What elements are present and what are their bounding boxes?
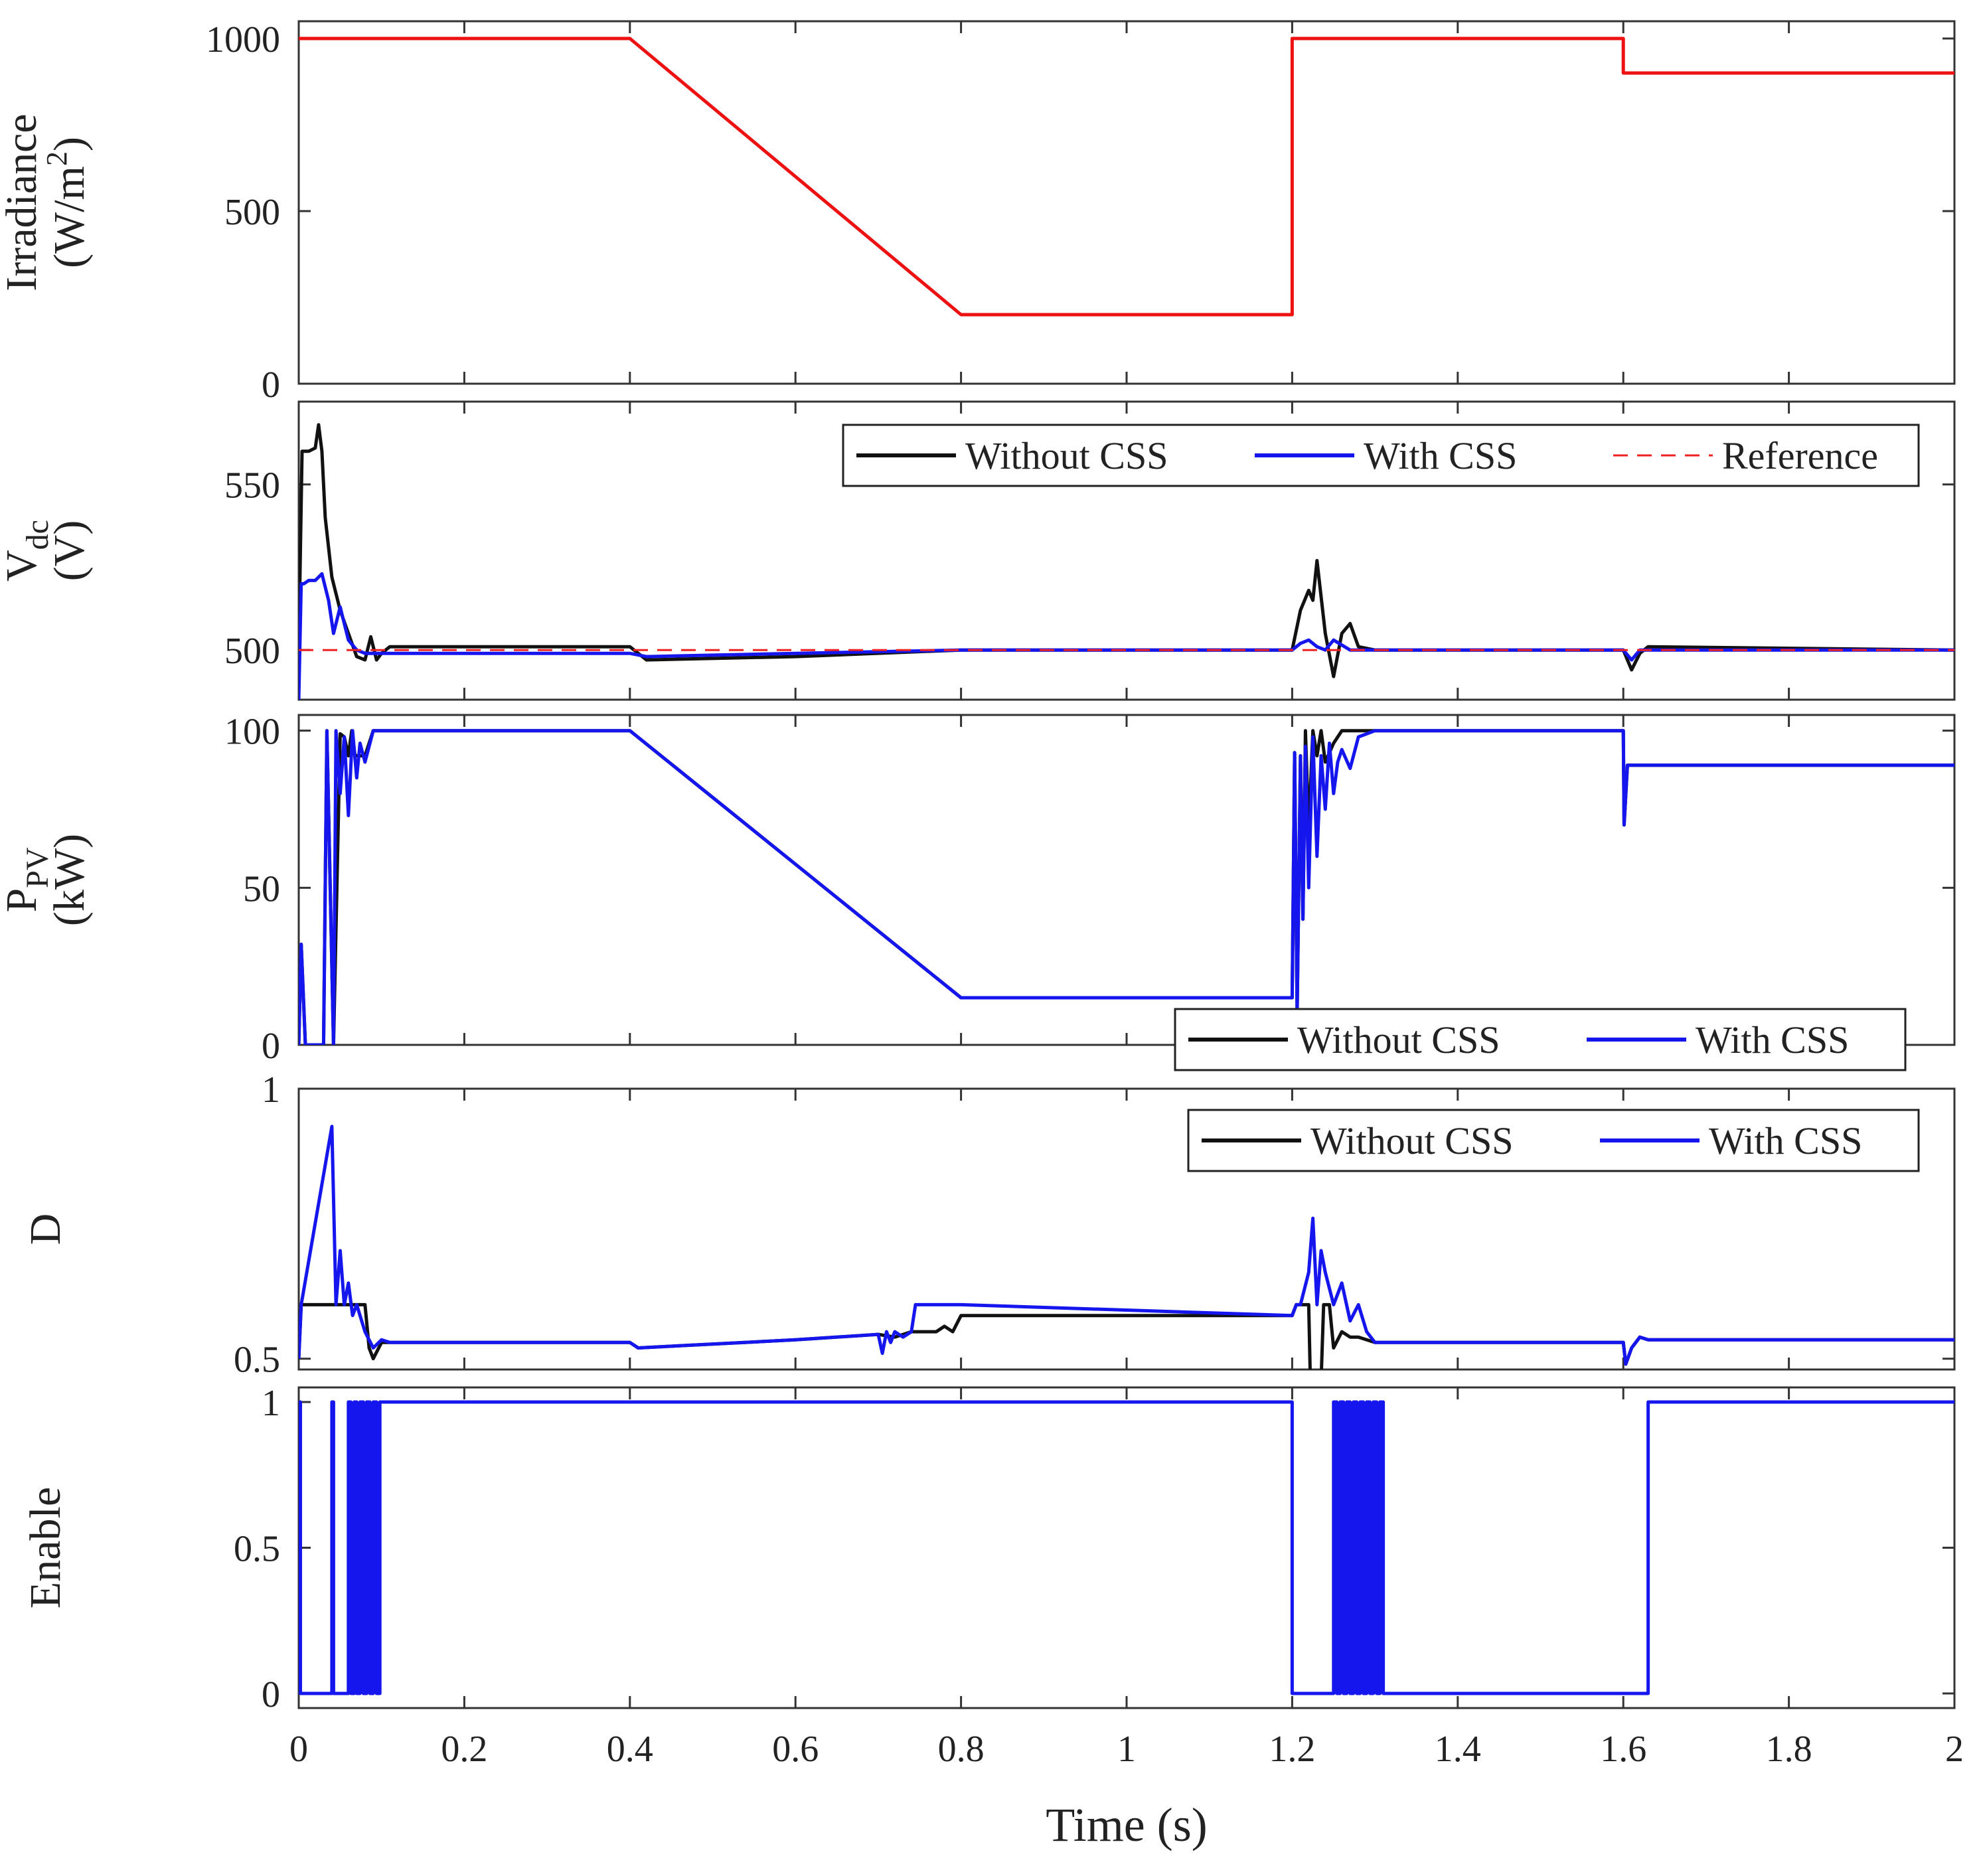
y-axis-label: (kW) — [45, 834, 94, 926]
y-axis-label: Vdc — [0, 520, 55, 582]
y-axis-label: PPV — [0, 847, 55, 912]
y-tick-label: 0.5 — [234, 1340, 280, 1381]
axes-box — [297, 714, 1956, 1046]
series-line-with-css — [299, 729, 1954, 1045]
y-tick-label: 500 — [224, 631, 280, 672]
x-tick-label: 2 — [1945, 1729, 1964, 1770]
y-tick-label: 1 — [262, 1383, 280, 1424]
legend-label: Without CSS — [965, 434, 1168, 477]
y-axis-label: Irradiance — [0, 114, 46, 291]
y-axis-label: (W/m2) — [40, 137, 94, 268]
y-tick-label: 0.5 — [234, 1529, 280, 1570]
x-tick-label: 0 — [289, 1729, 308, 1770]
y-tick-label: 550 — [224, 465, 280, 507]
legend-box — [1187, 1109, 1920, 1172]
x-tick-label: 0.6 — [772, 1729, 819, 1770]
series-line-enable — [299, 1400, 1954, 1695]
y-tick-label: 1000 — [206, 19, 280, 60]
axes-box — [297, 1386, 1956, 1709]
legend-label: Without CSS — [1297, 1018, 1500, 1061]
legend-label: With CSS — [1364, 434, 1517, 477]
x-tick-label: 1.2 — [1269, 1729, 1315, 1770]
y-tick-label: 100 — [224, 712, 280, 753]
legend-label: Without CSS — [1310, 1119, 1513, 1162]
x-axis-label: Time (s) — [1046, 1798, 1207, 1851]
legend: Without CSS With CSS Reference — [842, 424, 1920, 487]
x-tick-label: 0.2 — [441, 1729, 487, 1770]
y-axis-label: D — [21, 1213, 70, 1245]
y-tick-label: 0 — [262, 364, 280, 406]
y-tick-label: 1 — [262, 1069, 280, 1111]
x-tick-label: 1.8 — [1766, 1729, 1812, 1770]
axes-box — [297, 20, 1956, 385]
y-tick-label: 500 — [224, 192, 280, 233]
x-tick-label: 0.4 — [607, 1729, 653, 1770]
legend-label: With CSS — [1696, 1018, 1849, 1061]
panel-irradiance: 0 500 1000 Irradiance (W/m2) — [0, 19, 1956, 406]
y-tick-label: 0 — [262, 1026, 280, 1067]
legend-box — [842, 424, 1920, 487]
y-axis-label: Enable — [21, 1487, 70, 1608]
series-line-with-css — [299, 1125, 1954, 1366]
panel-ppv: 0 50 100 PPV(kW) Without CSS With CSS — [0, 712, 1956, 1071]
y-axis-label: (V) — [45, 520, 94, 582]
legend-box — [1174, 1008, 1907, 1071]
x-tick-label: 1.4 — [1435, 1729, 1481, 1770]
legend: Without CSS With CSS — [1174, 1008, 1907, 1071]
legend: Without CSS With CSS — [1187, 1109, 1920, 1172]
x-tick-label: 1 — [1117, 1729, 1136, 1770]
y-tick-label: 0 — [262, 1674, 280, 1715]
x-tick-label: 1.6 — [1600, 1729, 1646, 1770]
legend-label: Reference — [1722, 434, 1878, 477]
panel-enable: 0 0.5 1 Enable 0 0.2 0.4 0.6 0.8 1 1.2 1.4 1.6 1.8 2 Ti… — [21, 1383, 1964, 1851]
y-tick-label: 50 — [243, 868, 280, 909]
panel-duty: 0.5 1 D Without CSS With CSS — [21, 1069, 1956, 1381]
series-line-irradiance — [299, 37, 1954, 317]
x-tick-label: 0.8 — [938, 1729, 985, 1770]
panel-vdc: 500 550 Vdc(V) Without CSS With CSS Reference — [0, 400, 1956, 701]
legend-label: With CSS — [1709, 1119, 1862, 1162]
